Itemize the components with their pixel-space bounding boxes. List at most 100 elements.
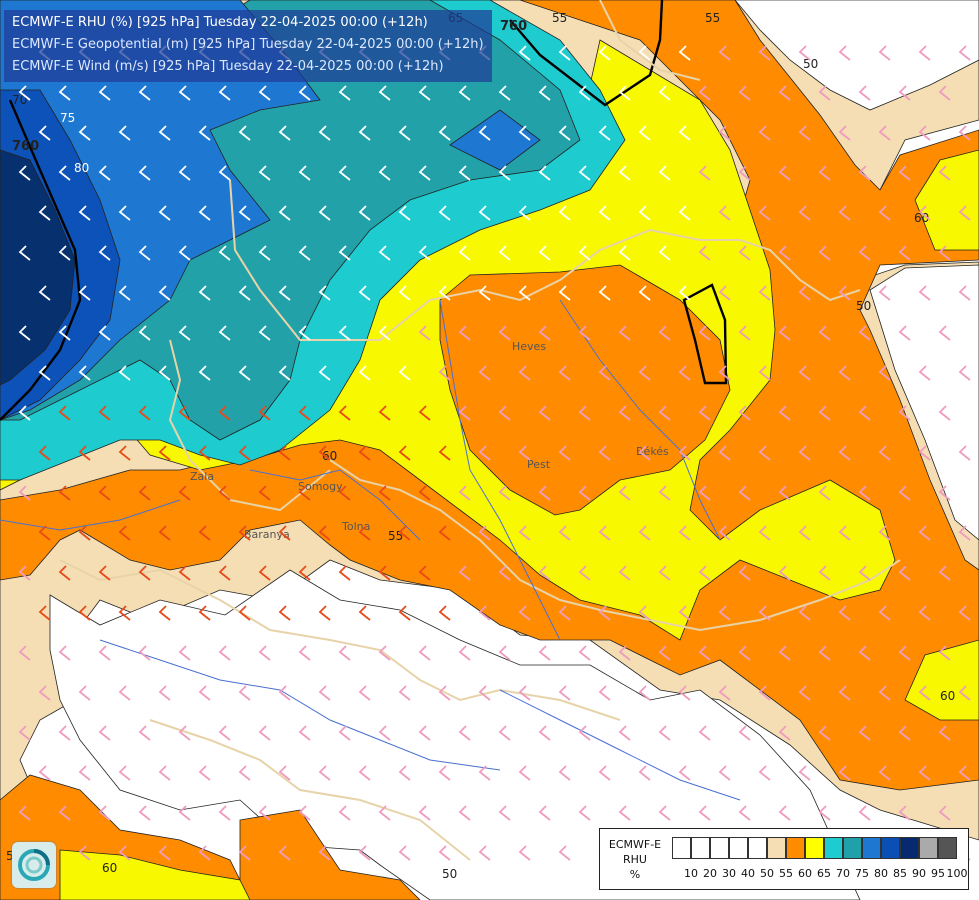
- wind-barb: [18, 85, 31, 101]
- wind-barb: [238, 205, 251, 221]
- wind-barb: [158, 765, 171, 781]
- wind-barb: [618, 805, 631, 821]
- wind-barb: [198, 365, 211, 381]
- wind-barb: [438, 845, 451, 861]
- legend-swatch: [710, 837, 729, 859]
- contour-label: 60: [322, 449, 337, 463]
- wind-barb: [358, 285, 371, 301]
- wind-barb: [298, 725, 311, 741]
- wind-barb: [418, 485, 431, 501]
- wind-barb: [618, 485, 631, 501]
- wind-barb: [58, 405, 71, 421]
- contour-labels: 55 55 50 50 75 80 70 65 60 60 55 50 50 6…: [6, 11, 955, 883]
- wind-barb: [358, 205, 371, 221]
- wind-barb: [938, 725, 951, 741]
- wind-barb: [678, 205, 691, 221]
- wind-barb: [98, 325, 111, 341]
- wind-barb: [438, 685, 451, 701]
- swirl-logo-icon: [12, 842, 56, 888]
- wind-barb: [358, 685, 371, 701]
- wind-barb: [198, 605, 211, 621]
- wind-barb: [298, 645, 311, 661]
- wind-barb: [218, 165, 231, 181]
- wind-barb: [198, 125, 211, 141]
- wind-barb: [458, 165, 471, 181]
- wind-barb: [798, 45, 811, 61]
- rhu-zone-below-50-northeast: [734, 0, 979, 111]
- wind-barb: [538, 805, 551, 821]
- wind-barb: [218, 405, 231, 421]
- wind-barb: [858, 565, 871, 581]
- wind-barb: [878, 605, 891, 621]
- wind-barb: [318, 845, 331, 861]
- wind-barb: [398, 125, 411, 141]
- wind-barb: [398, 605, 411, 621]
- wind-barb: [238, 765, 251, 781]
- wind-barb: [98, 565, 111, 581]
- wind-barb: [258, 485, 271, 501]
- wind-barb: [518, 445, 531, 461]
- wind-barb: [378, 165, 391, 181]
- contour-label: 50: [442, 867, 457, 881]
- wind-barb: [258, 165, 271, 181]
- wind-barb: [38, 125, 51, 141]
- wind-barb: [38, 525, 51, 541]
- wind-barb: [638, 365, 651, 381]
- place-label: Somogy: [298, 480, 343, 493]
- wind-barb: [498, 245, 511, 261]
- wind-barb: [938, 405, 951, 421]
- wind-barb: [278, 205, 291, 221]
- wind-barb: [658, 245, 671, 261]
- contour-label: 60: [940, 689, 955, 703]
- wind-barb: [258, 85, 271, 101]
- wind-barb: [138, 165, 151, 181]
- rhu-zone-60-65-east: [914, 149, 979, 251]
- legend-unit: %: [629, 868, 641, 881]
- wind-barb: [538, 565, 551, 581]
- wind-barb: [458, 405, 471, 421]
- wind-barb: [338, 245, 351, 261]
- wind-barb: [258, 805, 271, 821]
- wind-barb: [478, 285, 491, 301]
- wind-barb: [578, 245, 591, 261]
- wind-barb: [38, 605, 51, 621]
- wind-barb: [878, 685, 891, 701]
- wind-barb: [38, 445, 51, 461]
- legend-tick: 90: [912, 867, 926, 880]
- legend-variable: RHU: [623, 853, 647, 866]
- wind-barb: [898, 405, 911, 421]
- wind-barb: [818, 245, 831, 261]
- wind-barb: [758, 685, 771, 701]
- rhu-zone-85-90: [0, 149, 76, 386]
- wind-barb: [198, 765, 211, 781]
- wind-barb: [98, 485, 111, 501]
- wind-barb: [538, 245, 551, 261]
- wind-barb: [958, 125, 971, 141]
- wind-barb: [358, 845, 371, 861]
- place-label: Heves: [512, 340, 546, 353]
- wind-barb: [878, 285, 891, 301]
- wind-barb: [618, 245, 631, 261]
- wind-barb: [178, 325, 191, 341]
- wind-barb: [238, 365, 251, 381]
- wind-barb: [658, 565, 671, 581]
- wind-barb: [758, 445, 771, 461]
- wind-barb: [38, 765, 51, 781]
- legend-swatch: [900, 837, 919, 859]
- wind-barb: [458, 85, 471, 101]
- wind-barb: [318, 685, 331, 701]
- wind-barb: [418, 805, 431, 821]
- wind-barb: [678, 285, 691, 301]
- wind-barb: [158, 605, 171, 621]
- wind-barb: [838, 45, 851, 61]
- wind-barb: [458, 645, 471, 661]
- wind-barb: [378, 85, 391, 101]
- legend-title: ECMWF-E RHU %: [604, 837, 666, 882]
- wind-barb: [478, 765, 491, 781]
- wind-barb: [258, 725, 271, 741]
- wind-barb: [358, 525, 371, 541]
- rhu-zone-75-80-north: [449, 109, 541, 171]
- wind-barb: [678, 445, 691, 461]
- wind-barb: [698, 725, 711, 741]
